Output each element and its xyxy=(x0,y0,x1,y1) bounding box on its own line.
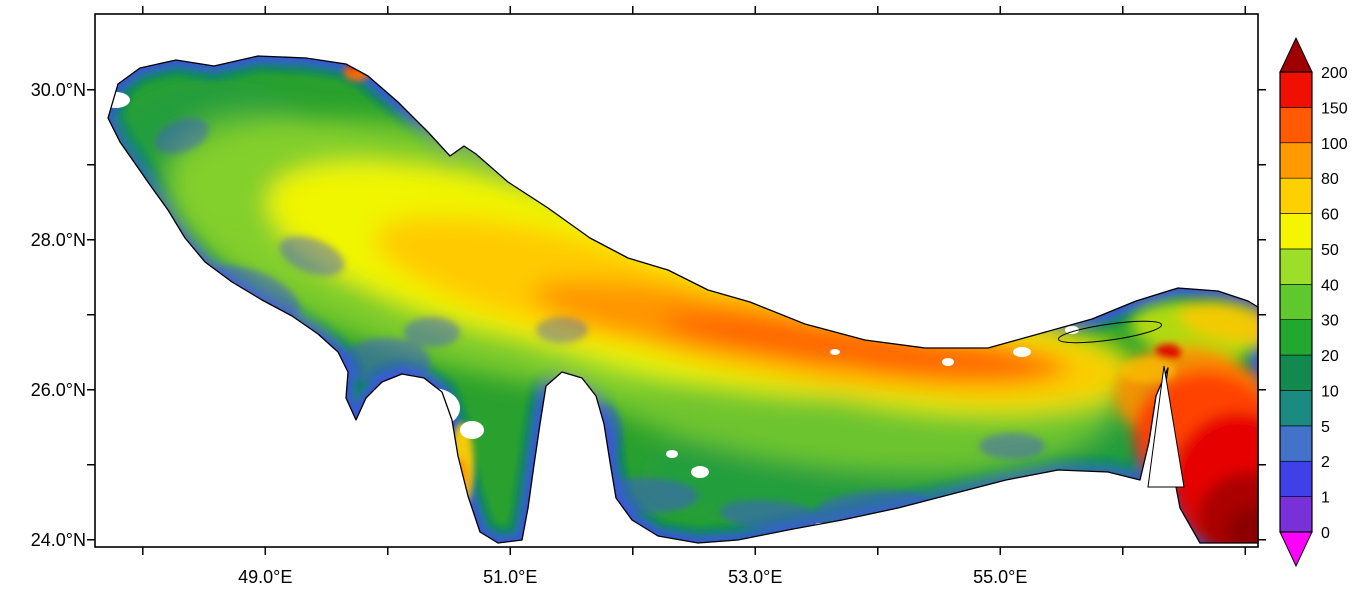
colorbar-label: 80 xyxy=(1321,171,1339,188)
coastline xyxy=(107,55,1259,544)
y-axis-label: 26.0°N xyxy=(31,380,86,400)
colorbar-label: 150 xyxy=(1321,100,1348,117)
field-blob xyxy=(720,500,824,532)
island-mask xyxy=(691,466,709,478)
colorbar-label: 0 xyxy=(1321,525,1330,542)
x-axis-label: 51.0°E xyxy=(483,567,537,587)
colorbar-label: 50 xyxy=(1321,242,1339,259)
colorbar-segment xyxy=(1279,425,1313,462)
musandam-peninsula xyxy=(1147,365,1185,488)
field-blob xyxy=(979,433,1045,459)
y-axis-label: 24.0°N xyxy=(31,530,86,550)
island-mask xyxy=(942,358,954,366)
field-blob xyxy=(582,478,698,514)
island-mask xyxy=(830,349,840,355)
field-blob xyxy=(1226,506,1258,543)
colorbar-label: 1 xyxy=(1321,490,1330,507)
colorbar-label: 2 xyxy=(1321,454,1330,471)
field-blob xyxy=(454,458,468,498)
colorbar-segment xyxy=(1279,177,1313,214)
colorbar-segment xyxy=(1279,354,1313,391)
colorbar-segment xyxy=(1279,248,1313,285)
island-mask xyxy=(404,388,460,428)
colorbar-segment xyxy=(1279,319,1313,356)
field-blob xyxy=(404,317,460,347)
y-axis-label: 30.0°N xyxy=(31,80,86,100)
x-axis-label: 53.0°E xyxy=(728,567,782,587)
colorbar-segment xyxy=(1279,71,1313,108)
field-blob xyxy=(1155,344,1181,360)
qeshm-island-outline xyxy=(1057,320,1163,344)
colorbar-segment xyxy=(1279,142,1313,179)
plot-frame xyxy=(94,13,1259,548)
field-blob xyxy=(1178,300,1258,344)
colorbar-label: 5 xyxy=(1321,419,1330,436)
colorbar-segment xyxy=(1279,213,1313,250)
colorbar-label: 100 xyxy=(1321,136,1348,153)
colorbar-label: 40 xyxy=(1321,277,1339,294)
island-mask xyxy=(882,514,898,522)
colorbar-outline xyxy=(1279,71,1313,533)
field-blob xyxy=(1120,357,1176,383)
colorbar-segment xyxy=(1279,390,1313,427)
y-axis-label: 28.0°N xyxy=(31,230,86,250)
field-blob xyxy=(590,404,622,460)
island-mask xyxy=(460,421,484,439)
colorbar-over-arrow xyxy=(1279,36,1313,73)
colorbar-segment xyxy=(1279,496,1313,533)
island-mask xyxy=(108,92,130,108)
field-blob xyxy=(155,118,209,154)
x-axis-label: 55.0°E xyxy=(973,567,1027,587)
island-mask xyxy=(666,450,678,458)
field-blob xyxy=(536,317,588,343)
field-blob xyxy=(279,236,345,276)
colorbar-segment xyxy=(1279,284,1313,320)
colorbar: 0 1 2 5 10 20 30 40 50 60 80 100 150 200 xyxy=(1279,36,1348,568)
colorbar-label: 200 xyxy=(1321,65,1348,82)
colorbar-under-arrow xyxy=(1279,531,1313,568)
field-blob xyxy=(342,338,430,386)
colorbar-label: 60 xyxy=(1321,207,1339,224)
colorbar-segment xyxy=(1279,460,1313,497)
island-mask xyxy=(1065,326,1079,334)
island-mask xyxy=(1013,347,1031,357)
colorbar-label: 30 xyxy=(1321,313,1339,330)
colorbar-label: 10 xyxy=(1321,383,1339,400)
x-axis-label: 49.0°E xyxy=(238,567,292,587)
colorbar-segment xyxy=(1279,107,1313,144)
colorbar-label: 20 xyxy=(1321,348,1339,365)
gulf-field xyxy=(108,56,1258,543)
